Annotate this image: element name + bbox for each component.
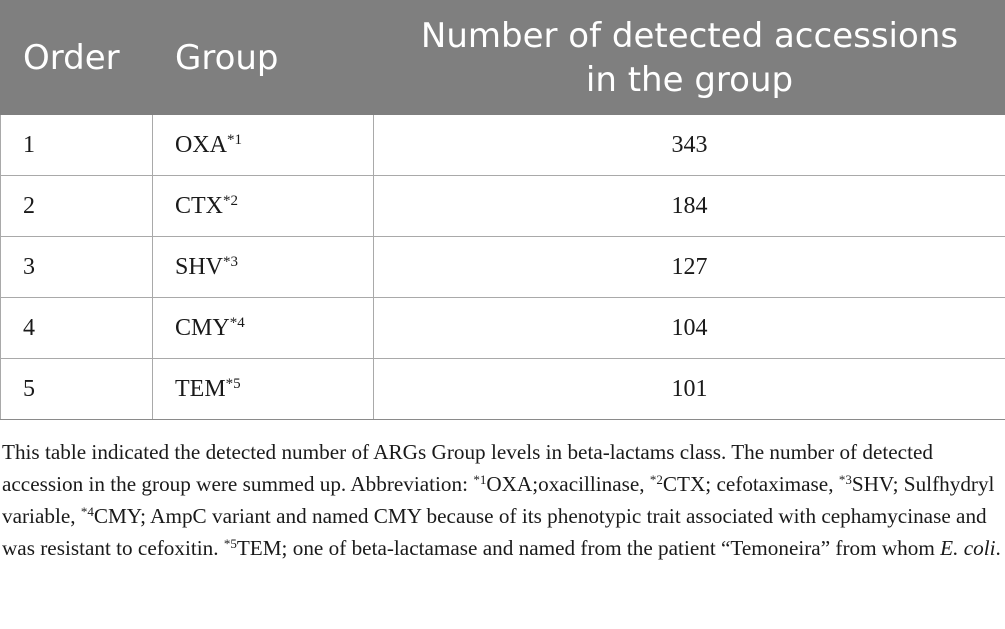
count-cell: 104 [373,297,1005,359]
order-cell: 1 [0,114,153,176]
table-header-row: Order Group Number of detected accession… [0,0,1005,115]
group-cell: CTX*2 [152,175,374,237]
count-cell: 127 [373,236,1005,298]
table-row: 2 CTX*2 184 [0,175,1005,237]
count-cell: 184 [373,175,1005,237]
count-cell: 101 [373,358,1005,420]
header-number: Number of detected accessions in the gro… [373,0,1005,115]
group-cell: SHV*3 [152,236,374,298]
table-row: 1 OXA*1 343 [0,114,1005,176]
order-cell: 5 [0,358,153,420]
order-cell: 4 [0,297,153,359]
beta-lactam-group-table: Order Group Number of detected accession… [0,0,1005,420]
group-cell: CMY*4 [152,297,374,359]
group-cell: TEM*5 [152,358,374,420]
table-row: 5 TEM*5 101 [0,358,1005,420]
order-cell: 2 [0,175,153,237]
table-footnote: This table indicated the detected number… [2,440,1001,560]
count-cell: 343 [373,114,1005,176]
table-row: 4 CMY*4 104 [0,297,1005,359]
header-order: Order [0,0,153,115]
header-group: Group [152,0,374,115]
group-cell: OXA*1 [152,114,374,176]
order-cell: 3 [0,236,153,298]
table-row: 3 SHV*3 127 [0,236,1005,298]
